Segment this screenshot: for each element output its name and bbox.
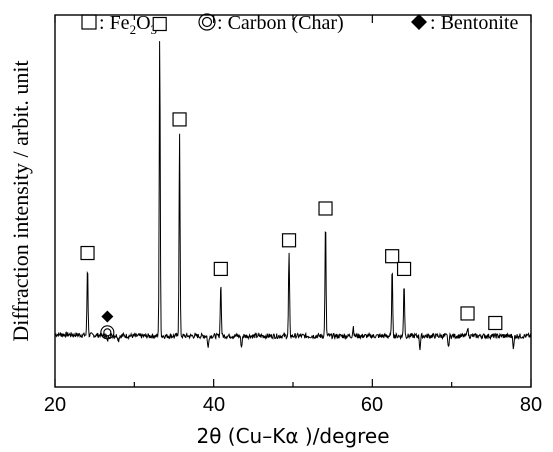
x-tick-labels: 20 40 60 80	[44, 394, 542, 416]
y-axis-title: Diffraction intensity / arbit. unit	[8, 60, 33, 341]
x-tick-label: 40	[203, 394, 225, 416]
x-tick-label: 20	[44, 394, 66, 416]
axis-ticks	[54, 15, 532, 387]
carbon-peak-marker	[103, 328, 112, 337]
x-tick-label: 80	[520, 394, 542, 416]
fe2o3-peak-marker	[281, 233, 297, 248]
legend: : Fe2O3 : Carbon (Char) : Bentonite	[81, 12, 518, 37]
plot-frame	[54, 14, 532, 388]
x-axis-title: 2θ (Cu–Kα )/degree	[196, 424, 389, 448]
legend-bentonite-marker	[411, 14, 427, 30]
fe2o3-peak-marker	[80, 245, 95, 261]
fe2o3-peak-marker	[318, 201, 333, 216]
peak-markers	[80, 16, 503, 340]
legend-carbon-label: : Carbon (Char)	[217, 12, 344, 34]
fe2o3-peak-marker	[172, 112, 187, 127]
legend-fe2o3-marker	[81, 14, 97, 30]
xrd-pattern-line	[55, 41, 531, 351]
fe2o3-peak-marker	[152, 16, 167, 32]
legend-carbon-marker-outer	[198, 13, 216, 31]
carbon-peak-marker	[100, 325, 115, 340]
legend-fe2o3-label: : Fe2O3	[99, 12, 157, 37]
fe2o3-peak-marker	[396, 261, 412, 277]
legend-carbon-marker-inner	[201, 16, 213, 28]
fe2o3-peak-marker	[488, 315, 503, 331]
fe2o3-peak-marker	[460, 306, 475, 321]
legend-bentonite-label: : Bentonite	[430, 12, 518, 34]
fe2o3-peak-marker	[385, 249, 400, 264]
fe2o3-peak-marker	[213, 261, 228, 277]
x-tick-label: 60	[361, 394, 383, 416]
bentonite-peak-marker	[101, 310, 114, 323]
